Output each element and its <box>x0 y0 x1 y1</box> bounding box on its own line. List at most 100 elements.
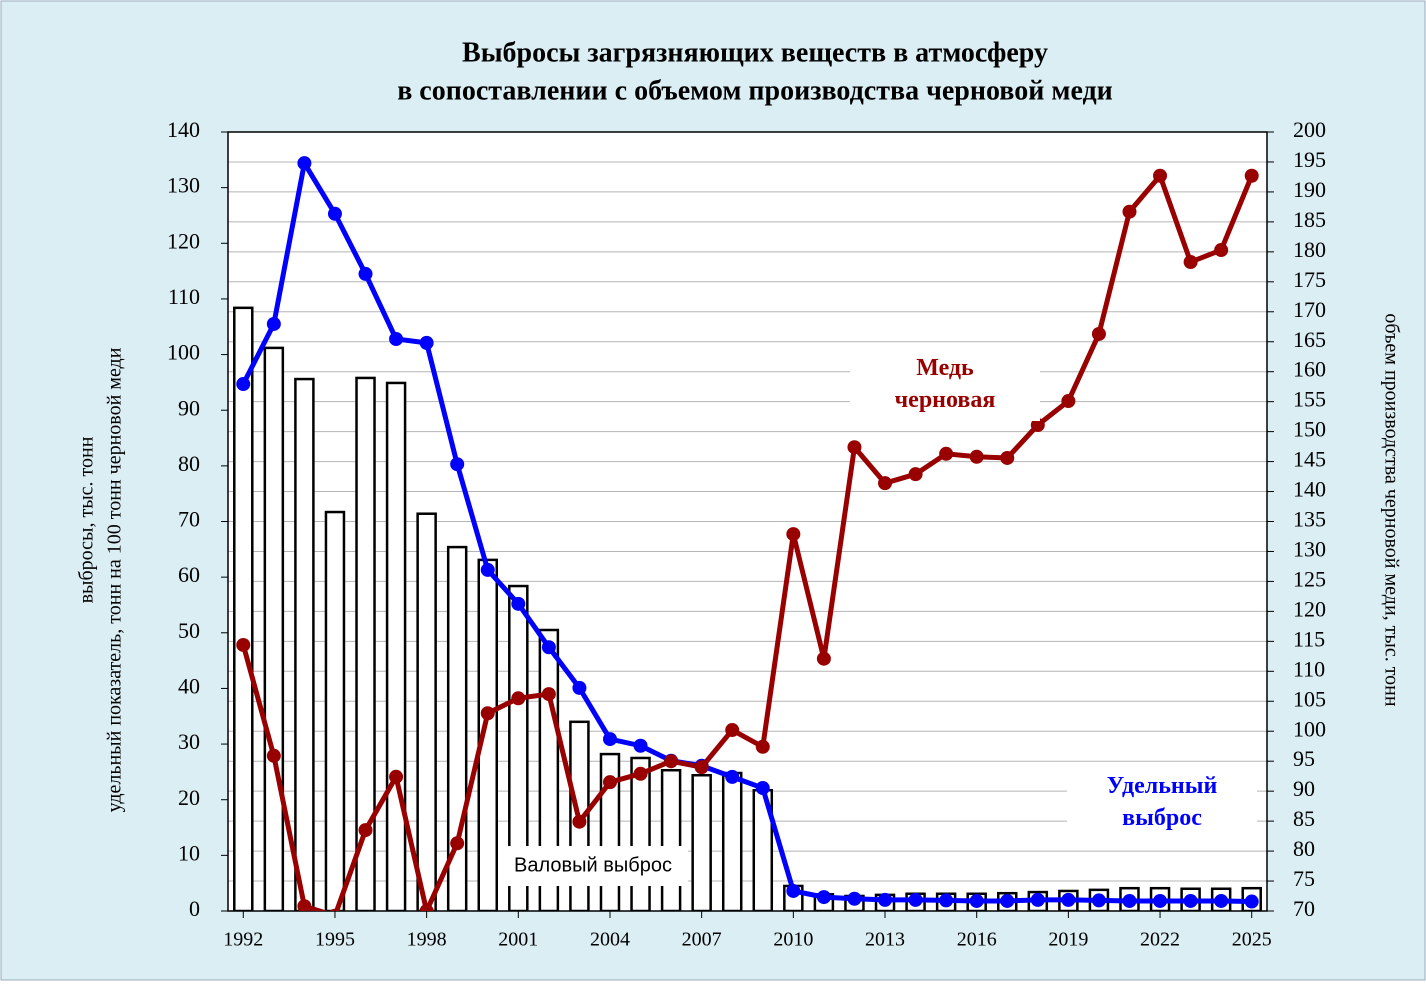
y2-tick-label: 90 <box>1293 776 1315 801</box>
chart-title: в сопоставлении с объемом производства ч… <box>397 75 1113 106</box>
y2-tick-label: 190 <box>1293 177 1326 202</box>
bar <box>416 512 437 911</box>
y-tick-label: 80 <box>178 451 200 476</box>
y2-tick-label: 150 <box>1293 417 1326 442</box>
y2-tick-label: 115 <box>1293 626 1325 651</box>
x-tick-label: 1995 <box>315 929 355 951</box>
legend-label: Удельный выброс <box>1107 773 1218 831</box>
point <box>266 316 281 331</box>
point <box>297 156 312 171</box>
point <box>755 739 770 754</box>
y-axis-label: выбросы, тыс. тонн <box>76 436 98 603</box>
point <box>969 893 984 908</box>
point <box>480 562 495 577</box>
bar <box>538 628 560 911</box>
y-tick-label: 40 <box>178 673 200 698</box>
point <box>1183 893 1198 908</box>
point <box>633 738 648 753</box>
y2-tick-label: 85 <box>1293 806 1315 831</box>
chart-title: Выбросы загрязняющих веществ в атмосферу <box>462 37 1048 68</box>
y-tick-label: 0 <box>189 896 200 921</box>
point <box>480 706 495 721</box>
point <box>1153 893 1168 908</box>
point <box>297 899 312 911</box>
bar <box>721 771 743 911</box>
point <box>511 596 526 611</box>
point <box>908 467 923 482</box>
point <box>1244 168 1259 183</box>
point <box>572 814 587 829</box>
bar <box>630 756 651 911</box>
point <box>878 892 893 907</box>
y-tick-label: 90 <box>178 395 200 420</box>
y-tick-label: 20 <box>178 785 200 810</box>
line <box>241 156 1252 905</box>
y2-tick-label: 130 <box>1293 537 1326 562</box>
point <box>1214 243 1229 258</box>
point <box>511 691 526 706</box>
point <box>450 836 465 851</box>
point <box>939 893 954 908</box>
legend-box <box>1067 767 1257 839</box>
bar <box>294 377 315 911</box>
y2-tick-label: 125 <box>1293 566 1326 591</box>
y2-tick-label: 80 <box>1293 836 1315 861</box>
point <box>694 760 709 775</box>
point <box>725 723 740 738</box>
point <box>1122 204 1137 219</box>
point <box>450 457 465 472</box>
point <box>969 449 984 464</box>
y2-tick-label: 145 <box>1293 447 1326 472</box>
x-tick-label: 2025 <box>1232 929 1272 951</box>
bar <box>508 584 529 911</box>
point <box>725 769 740 784</box>
point <box>389 331 404 346</box>
point <box>878 476 893 491</box>
y2-tick-label: 175 <box>1293 267 1326 292</box>
point <box>419 904 434 911</box>
legend-box <box>850 349 1040 421</box>
y-tick-label: 10 <box>178 840 200 865</box>
x-tick-label: 2010 <box>773 929 813 951</box>
point <box>602 732 617 747</box>
bar <box>385 381 407 911</box>
bar <box>263 346 285 911</box>
y2-tick-label: 170 <box>1293 297 1326 322</box>
plot-clip <box>233 156 1262 911</box>
point <box>847 891 862 906</box>
point <box>755 781 770 796</box>
point <box>358 266 373 281</box>
point <box>786 883 801 898</box>
point <box>816 890 831 905</box>
point <box>664 754 679 769</box>
line <box>240 170 1255 911</box>
y2-tick-label: 140 <box>1293 477 1326 502</box>
legend-label: Валовый выброс <box>514 854 672 876</box>
point <box>541 640 556 655</box>
point <box>1214 893 1229 908</box>
y2-tick-label: 120 <box>1293 596 1326 621</box>
y-tick-label: 50 <box>178 618 200 643</box>
x-tick-label: 1998 <box>407 929 447 951</box>
bar <box>477 558 498 911</box>
point <box>633 766 648 781</box>
bar <box>324 510 346 911</box>
y2-tick-label: 165 <box>1293 327 1326 352</box>
y-tick-label: 140 <box>167 117 200 142</box>
y-tick-label: 100 <box>167 340 200 365</box>
point <box>1091 893 1106 908</box>
x-tick-label: 2016 <box>957 929 997 951</box>
y2-tick-label: 105 <box>1293 686 1326 711</box>
point <box>327 206 342 221</box>
x-tick-label: 1992 <box>223 929 263 951</box>
y-tick-label: 110 <box>168 284 200 309</box>
y2-tick-label: 160 <box>1293 357 1326 382</box>
point <box>1153 168 1168 183</box>
point <box>1030 418 1045 433</box>
point <box>541 687 556 702</box>
point <box>572 680 587 695</box>
point <box>1183 255 1198 270</box>
x-tick-label: 2022 <box>1140 929 1180 951</box>
point <box>908 892 923 907</box>
